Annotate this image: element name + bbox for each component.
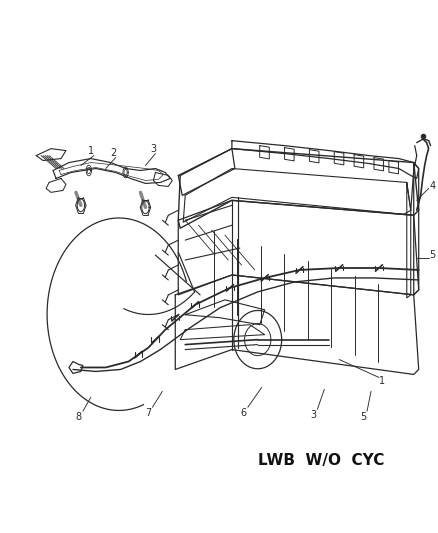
Text: 7: 7 — [145, 408, 152, 418]
Text: LWB  W/O  CYC: LWB W/O CYC — [258, 453, 385, 467]
Text: 1: 1 — [379, 376, 385, 386]
Text: 5: 5 — [360, 412, 366, 422]
Text: 5: 5 — [430, 250, 436, 260]
Text: 4: 4 — [430, 181, 436, 191]
Text: 2: 2 — [110, 148, 117, 158]
Text: 6: 6 — [241, 408, 247, 418]
Text: 3: 3 — [150, 143, 156, 154]
Text: 8: 8 — [76, 412, 82, 422]
Text: 1: 1 — [88, 146, 94, 156]
Text: 3: 3 — [310, 410, 316, 420]
